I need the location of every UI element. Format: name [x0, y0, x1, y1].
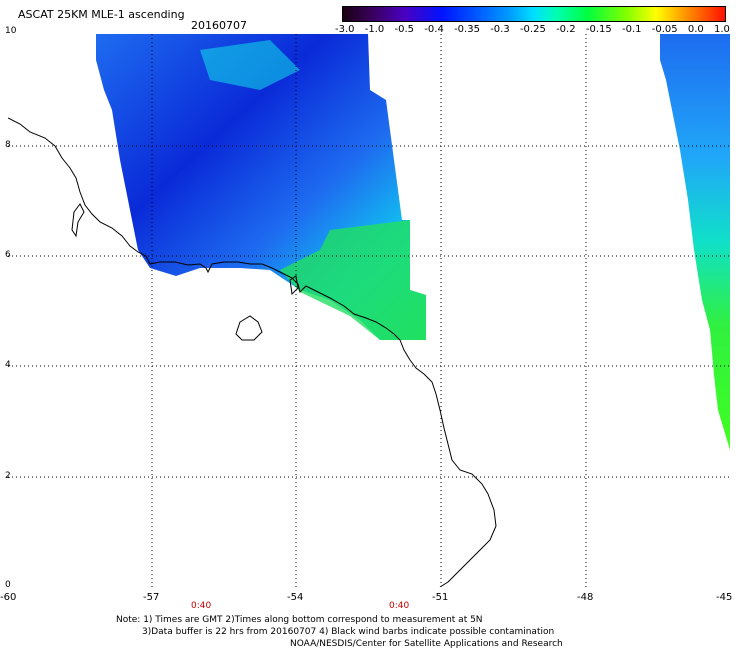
colorbar-tick: 1.0 — [714, 24, 730, 35]
map-plot — [8, 34, 730, 587]
colorbar — [342, 6, 726, 22]
colorbar-ticks: -3.0 -1.0 -0.5 -0.4 -0.35 -0.3 -0.25 -0.… — [335, 24, 730, 38]
x-tick-label: -57 — [143, 592, 160, 603]
river-mouth — [289, 275, 299, 296]
colorbar-tick: -0.5 — [394, 24, 415, 35]
note-line: Note: 1) Times are GMT 2)Times along bot… — [116, 615, 483, 625]
colorbar-tick: -0.3 — [490, 24, 510, 35]
y-tick-label: 8 — [5, 140, 11, 150]
y-tick-label: 4 — [5, 360, 11, 370]
colorbar-tick: -0.05 — [651, 24, 678, 35]
colorbar-tick: -1.0 — [364, 24, 385, 35]
colorbar-tick: 0.0 — [687, 24, 704, 35]
wind-swath-left-green — [280, 220, 426, 340]
note-line: 3)Data buffer is 22 hrs from 20160707 4)… — [142, 627, 555, 637]
coastline — [8, 117, 497, 587]
wind-swath-left-cyan — [200, 40, 300, 90]
colorbar-tick: -0.25 — [519, 24, 546, 35]
x-tick-label: -45 — [716, 592, 733, 603]
wind-swath-right — [660, 34, 730, 450]
colorbar-tick: -0.15 — [585, 24, 612, 35]
colorbar-tick: -0.2 — [556, 24, 576, 35]
y-tick-label: 0 — [5, 580, 11, 590]
x-tick-label: -60 — [0, 592, 17, 603]
colorbar-tick: -0.4 — [424, 24, 444, 35]
colorbar-tick: -0.1 — [621, 24, 642, 35]
y-tick-label: 2 — [5, 471, 11, 481]
y-tick-label: 6 — [5, 250, 11, 260]
island — [235, 315, 263, 341]
colorbar-tick: -3.0 — [335, 24, 355, 35]
river-island — [71, 203, 85, 238]
map-title: ASCAT 25KM MLE-1 ascending — [18, 8, 185, 21]
credit-line: NOAA/NESDIS/Center for Satellite Applica… — [290, 639, 563, 649]
x-tick-label: -51 — [432, 592, 449, 603]
x-tick-label: -48 — [577, 592, 594, 603]
colorbar-tick: -0.35 — [454, 24, 480, 35]
time-label: 0:40 — [389, 601, 410, 611]
time-label: 0:40 — [191, 601, 212, 611]
y-tick-label: 10 — [5, 26, 17, 36]
grid-lines — [8, 34, 730, 587]
x-tick-label: -54 — [287, 592, 304, 603]
map-date: 20160707 — [191, 19, 247, 32]
